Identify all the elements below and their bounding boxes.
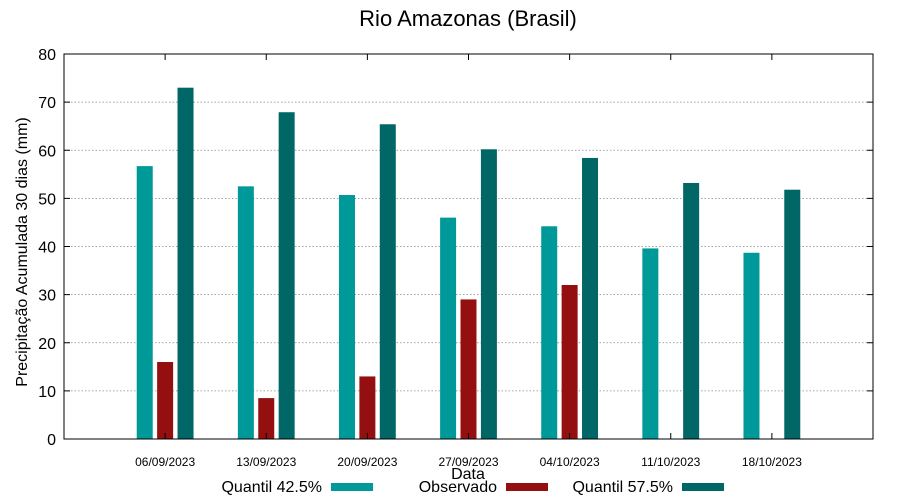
legend: Quantil 42.5% Observado Quantil 57.5% [221, 479, 724, 496]
y-tick-label: 30 [38, 288, 56, 305]
x-tick-label: 11/10/2023 [641, 455, 700, 469]
bar [561, 285, 578, 439]
bar [278, 112, 295, 439]
y-tick-label: 20 [38, 336, 56, 353]
bar [338, 195, 355, 439]
legend-label: Quantil 57.5% [572, 479, 673, 496]
x-tick-label: 20/09/2023 [337, 455, 397, 469]
y-tick-label: 0 [47, 432, 56, 449]
y-tick-label: 70 [38, 95, 56, 112]
legend-label: Observado [419, 479, 497, 496]
bar [359, 376, 376, 439]
x-tick-label: 18/10/2023 [742, 455, 802, 469]
bar [258, 398, 275, 439]
bar [379, 124, 396, 439]
x-tick-label: 04/10/2023 [540, 455, 600, 469]
bar [784, 189, 801, 439]
legend-swatch [682, 483, 724, 491]
legend-label: Quantil 42.5% [221, 479, 322, 496]
x-tick-label: 06/09/2023 [135, 455, 195, 469]
bar [743, 252, 760, 439]
legend-swatch [331, 483, 373, 491]
legend-swatch [506, 483, 548, 491]
bar [237, 186, 254, 439]
y-axis-label: Precipitação Acumulada 30 dias (mm) [14, 117, 31, 386]
x-tick-label: 27/09/2023 [438, 455, 498, 469]
bar [460, 299, 477, 439]
bar [136, 166, 153, 439]
bar [177, 87, 194, 439]
chart-title: Rio Amazonas (Brasil) [359, 6, 577, 31]
bars [136, 87, 801, 439]
x-tick-label: 13/09/2023 [236, 455, 296, 469]
x-axis-ticks: 06/09/2023 13/09/2023 20/09/2023 27/09/2023… [135, 54, 802, 469]
y-axis-ticks: 0 10 20 30 40 50 60 70 80 [38, 47, 873, 449]
bar [642, 248, 659, 439]
y-tick-label: 60 [38, 143, 56, 160]
bar [541, 226, 558, 439]
y-tick-label: 10 [38, 384, 56, 401]
bar [440, 217, 457, 439]
bar [480, 149, 497, 439]
y-tick-label: 40 [38, 240, 56, 257]
y-tick-label: 50 [38, 191, 56, 208]
bar [157, 362, 174, 439]
bar [582, 157, 599, 439]
y-tick-label: 80 [38, 47, 56, 64]
bar [683, 182, 700, 439]
x-axis-label: Data [451, 466, 485, 483]
